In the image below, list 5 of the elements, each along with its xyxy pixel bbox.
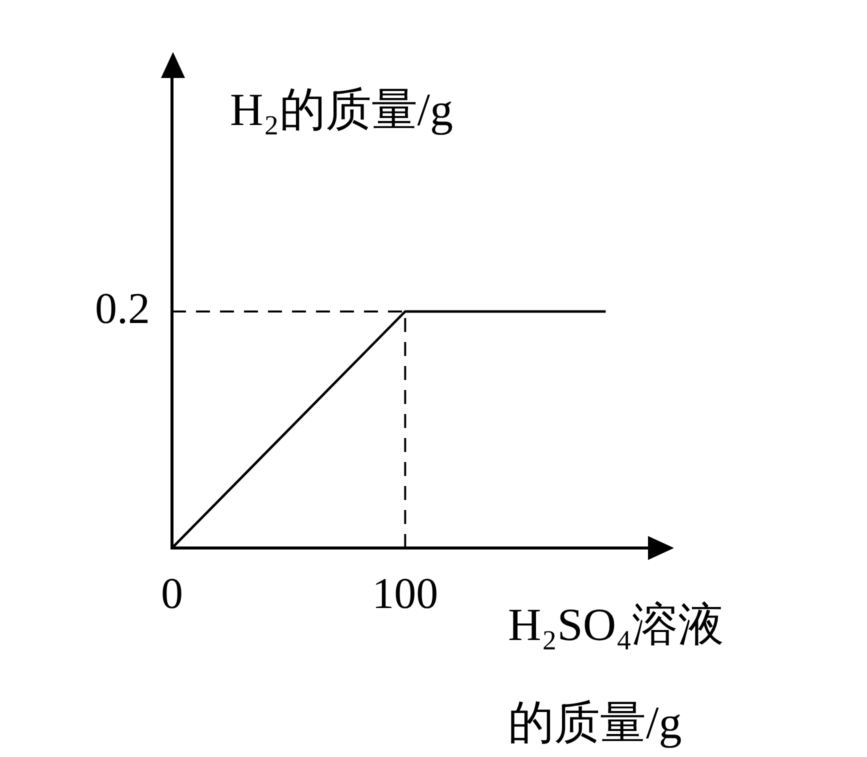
annotation: 0.2 [95, 284, 150, 334]
x-tick-label: 0 [161, 568, 183, 618]
y-axis-title: H₂的质量/g [230, 84, 454, 135]
x-tick-label: 100 [372, 568, 438, 618]
x-axis-title: H₂SO₄溶液的质量/g [508, 599, 724, 748]
